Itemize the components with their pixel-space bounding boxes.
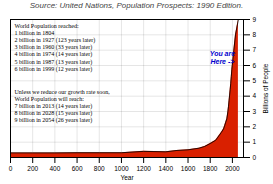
svg-text:2: 2 — [253, 123, 257, 130]
svg-text:0: 0 — [9, 165, 13, 172]
svg-text:Billions of People: Billions of People — [262, 63, 270, 113]
svg-text:6: 6 — [253, 62, 257, 69]
svg-text:1000: 1000 — [114, 165, 129, 172]
svg-text:1600: 1600 — [181, 165, 196, 172]
svg-text:1: 1 — [253, 138, 257, 145]
svg-text:600: 600 — [72, 165, 83, 172]
svg-text:4: 4 — [253, 92, 257, 99]
svg-text:5: 5 — [253, 77, 257, 84]
svg-text:Year: Year — [120, 174, 134, 181]
svg-text:8: 8 — [253, 31, 257, 38]
svg-text:3: 3 — [253, 108, 257, 115]
svg-text:9: 9 — [253, 16, 257, 23]
svg-text:200: 200 — [27, 165, 38, 172]
svg-text:7: 7 — [253, 46, 257, 53]
svg-text:1400: 1400 — [159, 165, 174, 172]
svg-text:World Population reached:1 bil: World Population reached:1 billion in 18… — [15, 23, 96, 73]
svg-text:0: 0 — [253, 154, 257, 161]
svg-text:You areHere ->: You areHere -> — [210, 50, 236, 65]
svg-text:1200: 1200 — [136, 165, 151, 172]
svg-text:400: 400 — [49, 165, 60, 172]
svg-text:1800: 1800 — [203, 165, 218, 172]
svg-text:2000: 2000 — [225, 165, 240, 172]
svg-text:800: 800 — [94, 165, 105, 172]
svg-text:Unless we reduce our growth ra: Unless we reduce our growth rate soon,Wo… — [15, 89, 111, 125]
